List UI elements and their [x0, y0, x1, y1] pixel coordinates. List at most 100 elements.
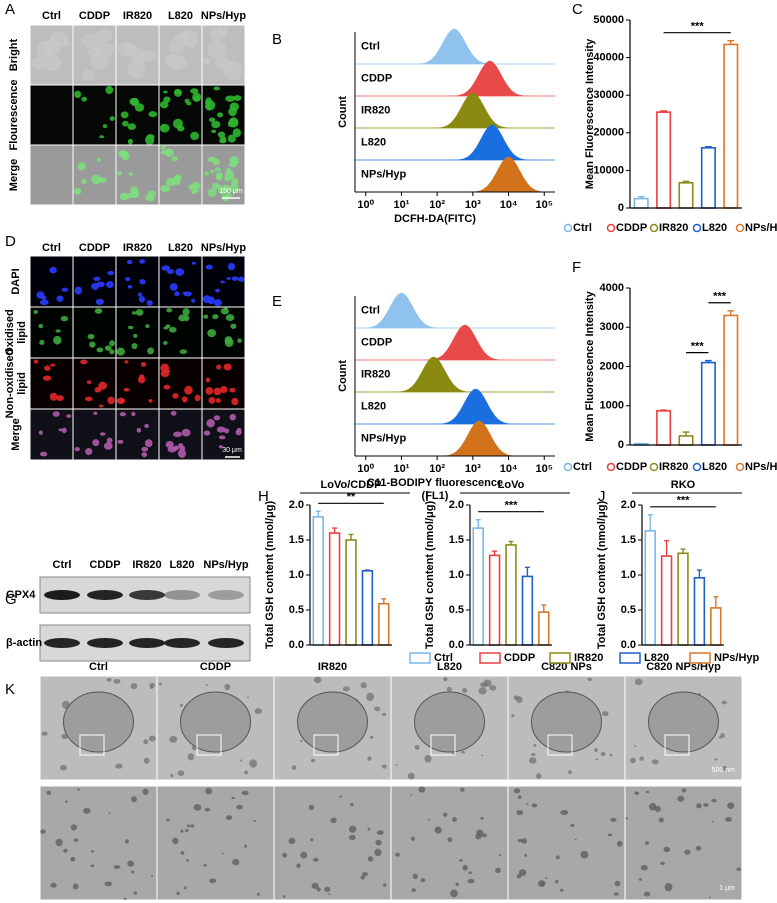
cell — [209, 878, 217, 884]
cell — [330, 817, 337, 824]
cell — [174, 89, 181, 94]
error-bar — [647, 514, 653, 531]
cell — [369, 735, 374, 739]
histogram-ridge — [355, 28, 555, 64]
cell — [215, 398, 221, 403]
cell — [238, 276, 245, 282]
error-bar — [475, 519, 481, 529]
cell — [216, 426, 226, 433]
cell — [145, 324, 150, 329]
cell — [85, 396, 93, 402]
panel-letter: E — [272, 293, 282, 310]
y-tick-label: 0.5 — [449, 604, 464, 616]
cell — [177, 449, 187, 458]
cell — [186, 859, 189, 862]
cell — [150, 686, 153, 690]
cell — [207, 188, 217, 197]
cell — [480, 816, 484, 820]
cell — [645, 790, 650, 794]
cell — [213, 387, 222, 396]
cell — [410, 836, 415, 841]
cell — [427, 818, 431, 821]
histogram-ridge — [355, 92, 555, 128]
cell — [554, 880, 559, 884]
bar — [693, 576, 706, 646]
band — [164, 590, 200, 600]
cell — [164, 53, 185, 68]
cell — [253, 820, 256, 822]
error-bar — [637, 196, 645, 199]
cell — [116, 347, 126, 356]
cell — [513, 788, 521, 794]
cell — [38, 430, 43, 435]
cell — [205, 387, 214, 395]
cell — [468, 871, 473, 874]
row-label: Merge — [8, 159, 20, 191]
cell — [172, 392, 179, 399]
cell — [282, 894, 286, 898]
legend-label: IR820 — [659, 461, 688, 473]
error-bar — [364, 569, 370, 571]
cell — [127, 860, 135, 867]
cell — [127, 325, 134, 330]
cell — [119, 192, 129, 201]
error-bar — [348, 533, 354, 540]
error-bar — [713, 596, 719, 608]
x-tick-label: 10⁴ — [500, 463, 518, 475]
nucleus — [414, 691, 485, 753]
cell — [131, 796, 137, 803]
cell — [711, 798, 717, 803]
cell — [81, 69, 95, 82]
error-bar — [682, 180, 690, 183]
legend-label: Ctrl — [573, 222, 592, 234]
cell — [310, 838, 314, 842]
cell — [140, 361, 147, 367]
cell — [44, 55, 62, 71]
cell — [184, 385, 193, 395]
cell — [92, 439, 100, 447]
legend-marker — [563, 462, 573, 472]
cell — [87, 333, 95, 340]
cell — [49, 31, 69, 48]
cell — [127, 61, 146, 79]
bar — [345, 539, 357, 646]
histogram-ridge — [355, 324, 555, 360]
legend-label: NPs/Hyp — [745, 222, 777, 234]
x-axis-label: C11-BODIPY fluorescence — [367, 477, 503, 489]
cell — [229, 183, 239, 194]
cell — [192, 181, 201, 190]
cell — [178, 314, 187, 322]
cell — [117, 171, 123, 176]
cell — [517, 838, 523, 843]
micrograph — [29, 306, 74, 359]
error-bar — [680, 548, 686, 554]
cell — [139, 278, 146, 285]
y-tick-label: 1.0 — [621, 569, 636, 581]
cell — [106, 281, 114, 289]
x-tick-label: 10³ — [465, 463, 481, 475]
cell — [40, 829, 46, 834]
micrograph — [390, 785, 509, 901]
cell — [130, 47, 146, 63]
cell — [313, 676, 322, 684]
cell — [42, 375, 52, 381]
cell — [625, 817, 628, 820]
series-label: L820 — [361, 400, 386, 412]
error-bar — [381, 598, 387, 604]
nucleus — [531, 691, 602, 753]
cell — [239, 759, 243, 762]
cell — [91, 850, 95, 853]
cell — [614, 880, 621, 887]
bar — [361, 569, 374, 646]
cell — [190, 88, 199, 94]
cell — [39, 299, 49, 306]
legend-marker — [606, 462, 616, 472]
cell — [176, 30, 190, 46]
cell — [103, 442, 113, 450]
cell — [124, 839, 129, 844]
cell — [87, 46, 103, 57]
cell — [348, 834, 356, 840]
cell — [684, 849, 691, 855]
cell — [711, 820, 714, 823]
x-tick-label: 10¹ — [393, 463, 409, 475]
